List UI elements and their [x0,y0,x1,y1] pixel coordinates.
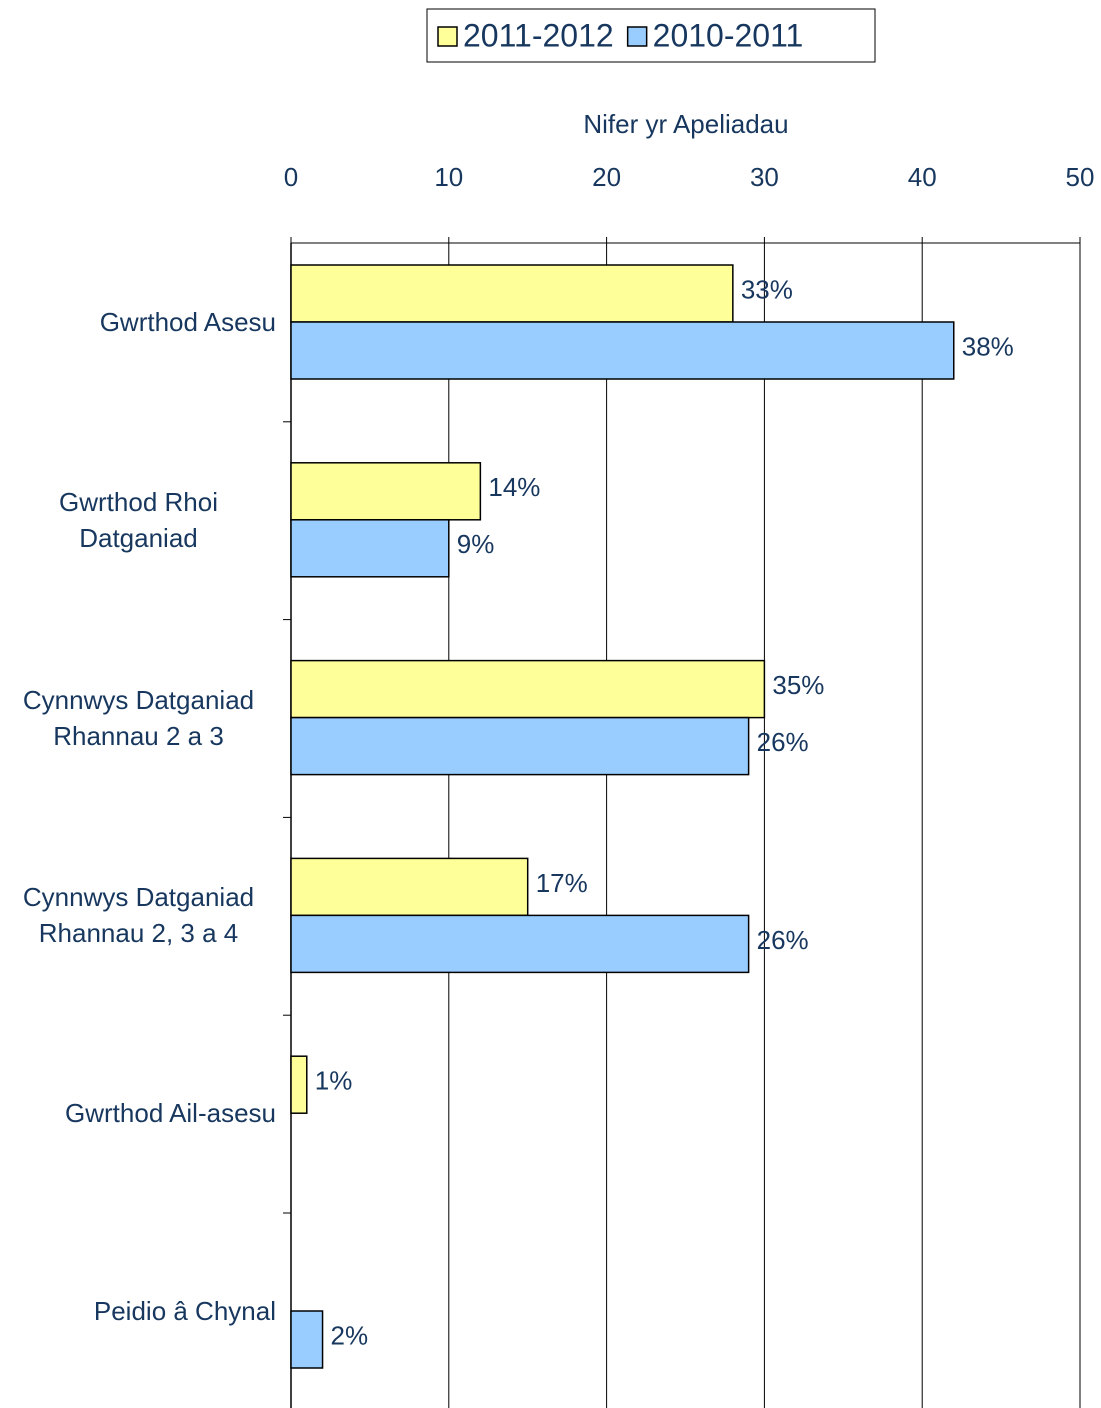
x-tick-label: 0 [284,162,298,192]
y-tick-text: Gwrthod Rhoi Datganiad [59,486,218,553]
y-tick-label: Gwrthod Ail-asesu [1,1095,276,1131]
y-tick-label: Cynnwys Datganiad Rhannau 2 a 3 [1,682,276,754]
data-label: 14% [488,472,540,502]
bar [290,519,450,578]
y-tick-label: Peidio â Chynal [1,1293,276,1329]
y-tick-label: Gwrthod Rhoi Datganiad [1,484,276,556]
data-label: 1% [315,1066,353,1096]
data-label: 33% [741,274,793,304]
data-label: 35% [772,670,824,700]
x-tick-label: 20 [592,162,621,192]
bar [290,462,482,521]
bar [290,1055,308,1114]
bar [290,1310,324,1369]
y-tick-label: Gwrthod Asesu [1,304,276,340]
legend-swatch [626,26,648,47]
legend-label: 2010-2011 [653,17,804,53]
x-tick-label: 30 [750,162,779,192]
legend-swatch [437,26,458,47]
data-label: 26% [757,727,809,757]
x-tick-label: 50 [1066,162,1095,192]
x-tick-label: 40 [908,162,937,192]
data-label: 38% [962,331,1014,361]
legend-label: 2011-2012 [463,17,614,53]
y-tick-text: Gwrthod Ail-asesu [65,1098,276,1129]
data-label: 26% [757,925,809,955]
y-tick-text: Cynnwys Datganiad Rhannau 2, 3 a 4 [22,882,255,949]
x-tick-label: 10 [434,162,463,192]
y-tick-text: Peidio â Chynal [93,1296,276,1326]
legend-box [426,8,876,63]
y-tick-label: Cynnwys Datganiad Rhannau 2, 3 a 4 [1,879,276,951]
y-tick-text: Cynnwys Datganiad Rhannau 2 a 3 [22,684,255,751]
bar [290,857,529,917]
data-label: 2% [331,1320,369,1350]
bar [290,321,955,380]
data-label: 9% [457,529,495,559]
axis-title: Nifer yr Apeliadau [583,109,788,139]
data-label: 17% [536,868,588,898]
bar [290,716,750,776]
bar [290,659,766,719]
bar [290,264,734,323]
bar [290,914,750,974]
y-tick-text: Gwrthod Asesu [99,307,276,337]
